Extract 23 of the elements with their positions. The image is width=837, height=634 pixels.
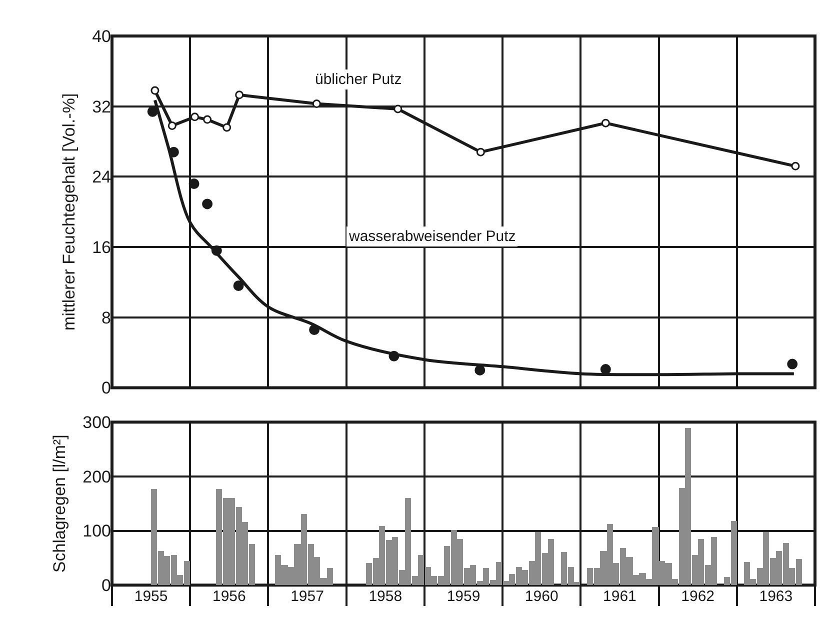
y-tick-label: 100 <box>82 522 111 541</box>
y-tick-label: 16 <box>92 238 111 258</box>
x-tick-label: 1959 <box>446 588 480 606</box>
y-tick-label: 300 <box>82 413 111 432</box>
y-tick-label: 8 <box>102 308 111 328</box>
x-tick-label: 1963 <box>759 588 793 606</box>
y-axis-title: Schlagregen [l/m²] <box>50 434 70 573</box>
annotation: üblicher Putz <box>315 71 402 88</box>
y-tick-label: 24 <box>92 168 111 187</box>
y-tick-label: 40 <box>92 26 111 46</box>
y-tick-label: 32 <box>92 97 111 116</box>
y-tick-label: 0 <box>102 576 111 596</box>
x-tick-label: 1962 <box>681 588 715 606</box>
x-tick-label: 1961 <box>603 588 636 606</box>
x-tick-label: 1956 <box>212 588 246 606</box>
annotation: wasserabweisender Putz <box>348 228 516 245</box>
x-tick-label: 1958 <box>368 588 402 606</box>
y-tick-label: 200 <box>82 467 111 486</box>
x-tick-label: 1955 <box>134 588 168 606</box>
y-axis-title: mittlerer Feuchtegehalt [Vol.-%] <box>60 93 79 330</box>
x-tick-label: 1960 <box>524 588 558 606</box>
y-tick-label: 0 <box>102 378 111 398</box>
x-tick-label: 1957 <box>290 588 324 606</box>
